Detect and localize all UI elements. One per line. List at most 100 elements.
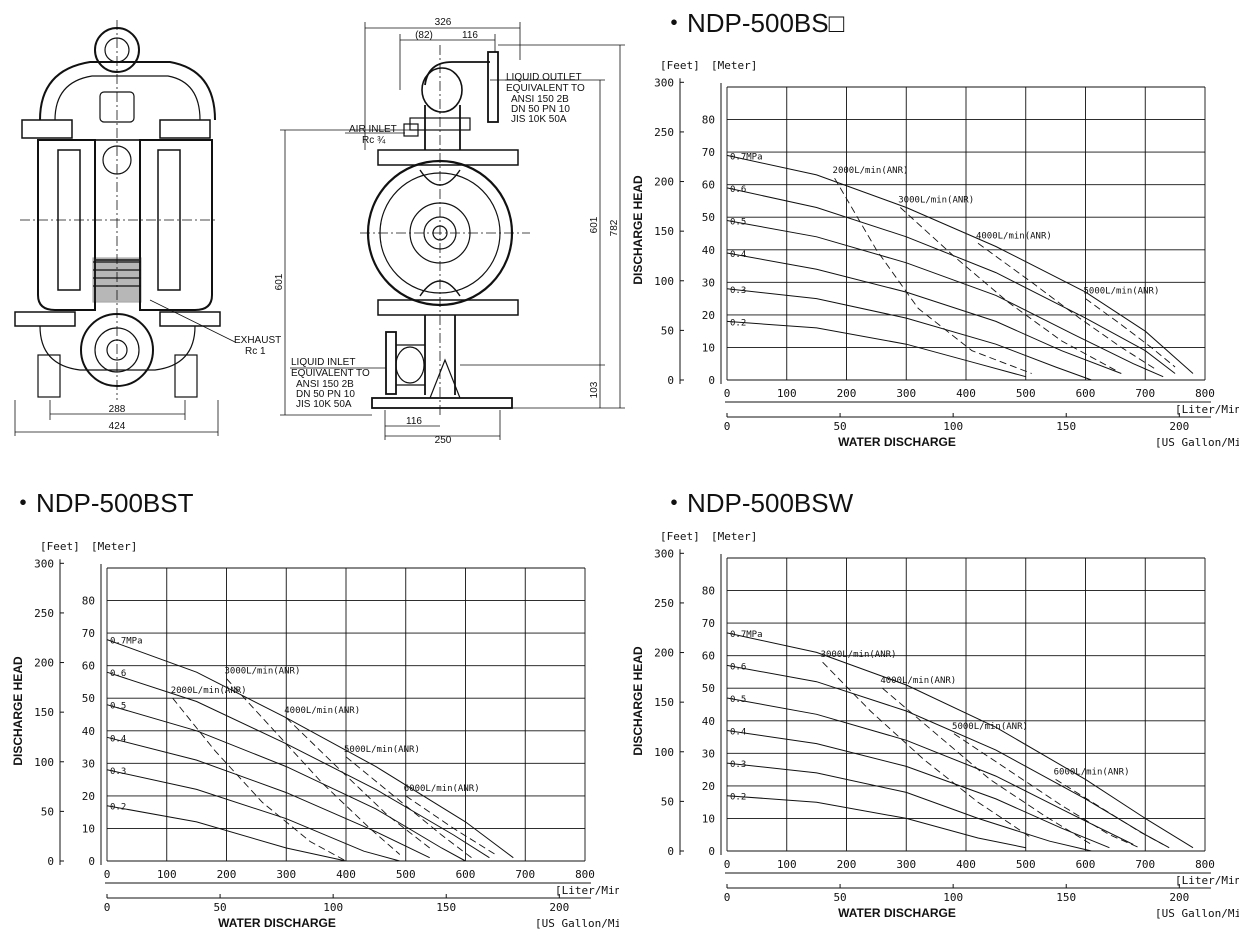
gallon-tick-label: 50 xyxy=(213,901,226,914)
chart-grid xyxy=(726,557,1206,852)
dim-288: 288 xyxy=(109,404,126,415)
pressure-label: 0.7MPa xyxy=(730,152,763,162)
pressure-curve xyxy=(106,639,514,859)
title-ndp-500bsw: ・NDP-500BSW xyxy=(661,488,854,518)
meter-tick-label: 30 xyxy=(82,757,95,770)
outlet-line-4: DN 50 PN 10 xyxy=(511,104,570,115)
gallon-tick-label: 50 xyxy=(833,420,846,433)
dim-116-bottom: 116 xyxy=(406,416,422,427)
pressure-label: 0.7MPa xyxy=(730,630,763,640)
gallon-unit-label: [US Gallon/Min] xyxy=(535,917,619,930)
y-axis-title: DISCHARGE HEAD xyxy=(631,646,645,756)
air-consumption-curve xyxy=(882,687,1092,845)
meter-tick-label: 20 xyxy=(82,790,95,803)
inlet-line-3: ANSI 150 2B xyxy=(296,379,354,390)
y-axis-title: DISCHARGE HEAD xyxy=(631,175,645,285)
air-consumption-label: 2000L/min(ANR) xyxy=(171,686,247,696)
title-ndp-500bs: ・NDP-500BS□ xyxy=(661,8,845,38)
dim-82: (82) xyxy=(415,30,433,41)
pressure-curve xyxy=(106,704,466,862)
liter-tick-label: 400 xyxy=(956,858,976,871)
meter-tick-label: 40 xyxy=(702,715,715,728)
air-inlet-size: Rc ¾ xyxy=(362,135,386,146)
gallon-unit-label: [US Gallon/Min] xyxy=(1155,907,1239,920)
meter-tick-label: 60 xyxy=(702,179,715,192)
dim-326: 326 xyxy=(435,17,452,28)
outlet-line-1: LIQUID OUTLET xyxy=(506,72,582,83)
liter-tick-label: 700 xyxy=(1135,858,1155,871)
dim-782: 782 xyxy=(609,219,620,236)
feet-tick-label: 200 xyxy=(34,657,54,670)
meter-tick-label: 10 xyxy=(702,812,715,825)
dim-601-left: 601 xyxy=(274,273,285,290)
side-view xyxy=(280,22,625,440)
feet-tick-label: 300 xyxy=(34,557,54,570)
air-consumption-curves xyxy=(834,177,1176,374)
meter-tick-label: 60 xyxy=(702,650,715,663)
liter-tick-label: 200 xyxy=(837,387,857,400)
gallon-tick-label: 100 xyxy=(943,420,963,433)
liter-tick-label: 700 xyxy=(1135,387,1155,400)
air-consumption-curve xyxy=(226,678,401,855)
pressure-curve xyxy=(726,697,1134,845)
air-consumption-curve xyxy=(345,756,472,859)
liter-tick-label: 200 xyxy=(837,858,857,871)
gallon-tick-label: 150 xyxy=(436,901,456,914)
feet-tick-label: 300 xyxy=(654,76,674,89)
liter-tick-label: 700 xyxy=(515,868,535,881)
meter-tick-label: 10 xyxy=(702,341,715,354)
pressure-curves xyxy=(106,639,514,862)
feet-tick-label: 200 xyxy=(654,176,674,189)
liter-tick-label: 800 xyxy=(1195,387,1215,400)
meter-tick-label: 10 xyxy=(82,822,95,835)
air-consumption-label: 3000L/min(ANR) xyxy=(821,650,897,660)
meter-tick-label: 0 xyxy=(708,374,715,387)
air-consumption-curve xyxy=(899,207,1116,371)
liter-tick-label: 600 xyxy=(1076,387,1096,400)
liter-tick-label: 100 xyxy=(157,868,177,881)
liter-tick-label: 400 xyxy=(336,868,356,881)
inlet-line-2: EQUIVALENT TO xyxy=(291,368,370,379)
gallon-tick-label: 0 xyxy=(724,420,731,433)
inlet-line-4: DN 50 PN 10 xyxy=(296,389,355,400)
feet-tick-label: 100 xyxy=(34,756,54,769)
liter-tick-label: 100 xyxy=(777,387,797,400)
feet-tick-label: 100 xyxy=(654,746,674,759)
pressure-curve xyxy=(726,730,1110,849)
gallon-tick-label: 150 xyxy=(1056,420,1076,433)
liter-tick-label: 800 xyxy=(1195,858,1215,871)
air-consumption-curve xyxy=(822,661,1032,839)
liter-tick-label: 500 xyxy=(1016,387,1036,400)
pressure-curve xyxy=(726,220,1164,378)
pressure-curve xyxy=(106,736,430,859)
meter-unit-label: [Meter] xyxy=(91,540,137,553)
air-consumption-curve xyxy=(285,717,430,849)
feet-tick-label: 0 xyxy=(667,845,674,858)
air-consumption-curve xyxy=(172,697,347,862)
chart-axes xyxy=(679,78,1211,418)
liter-tick-label: 500 xyxy=(1016,858,1036,871)
pressure-label: 0.6 xyxy=(110,669,126,679)
air-consumption-curve xyxy=(405,795,496,855)
pressure-label: 0.2 xyxy=(730,793,746,803)
air-consumption-label: 4000L/min(ANR) xyxy=(284,706,360,716)
dim-103: 103 xyxy=(589,381,600,398)
y-axis-title: DISCHARGE HEAD xyxy=(11,656,25,766)
x-axis-title: WATER DISCHARGE xyxy=(218,916,336,930)
inlet-line-5: JIS 10K 50A xyxy=(296,399,352,410)
meter-unit-label: [Meter] xyxy=(711,530,757,543)
dim-250: 250 xyxy=(435,435,452,446)
air-consumption-curve xyxy=(953,733,1140,849)
exhaust-size: Rc 1 xyxy=(245,346,266,357)
feet-tick-label: 250 xyxy=(34,607,54,620)
feet-tick-label: 100 xyxy=(654,275,674,288)
dim-601-right: 601 xyxy=(589,216,600,233)
pressure-label: 0.5 xyxy=(110,702,126,712)
x-axis-title: WATER DISCHARGE xyxy=(838,435,956,449)
air-consumption-label: 6000L/min(ANR) xyxy=(404,784,480,794)
meter-tick-label: 30 xyxy=(702,276,715,289)
pressure-curve xyxy=(726,288,1092,381)
gallon-tick-label: 200 xyxy=(1169,420,1189,433)
